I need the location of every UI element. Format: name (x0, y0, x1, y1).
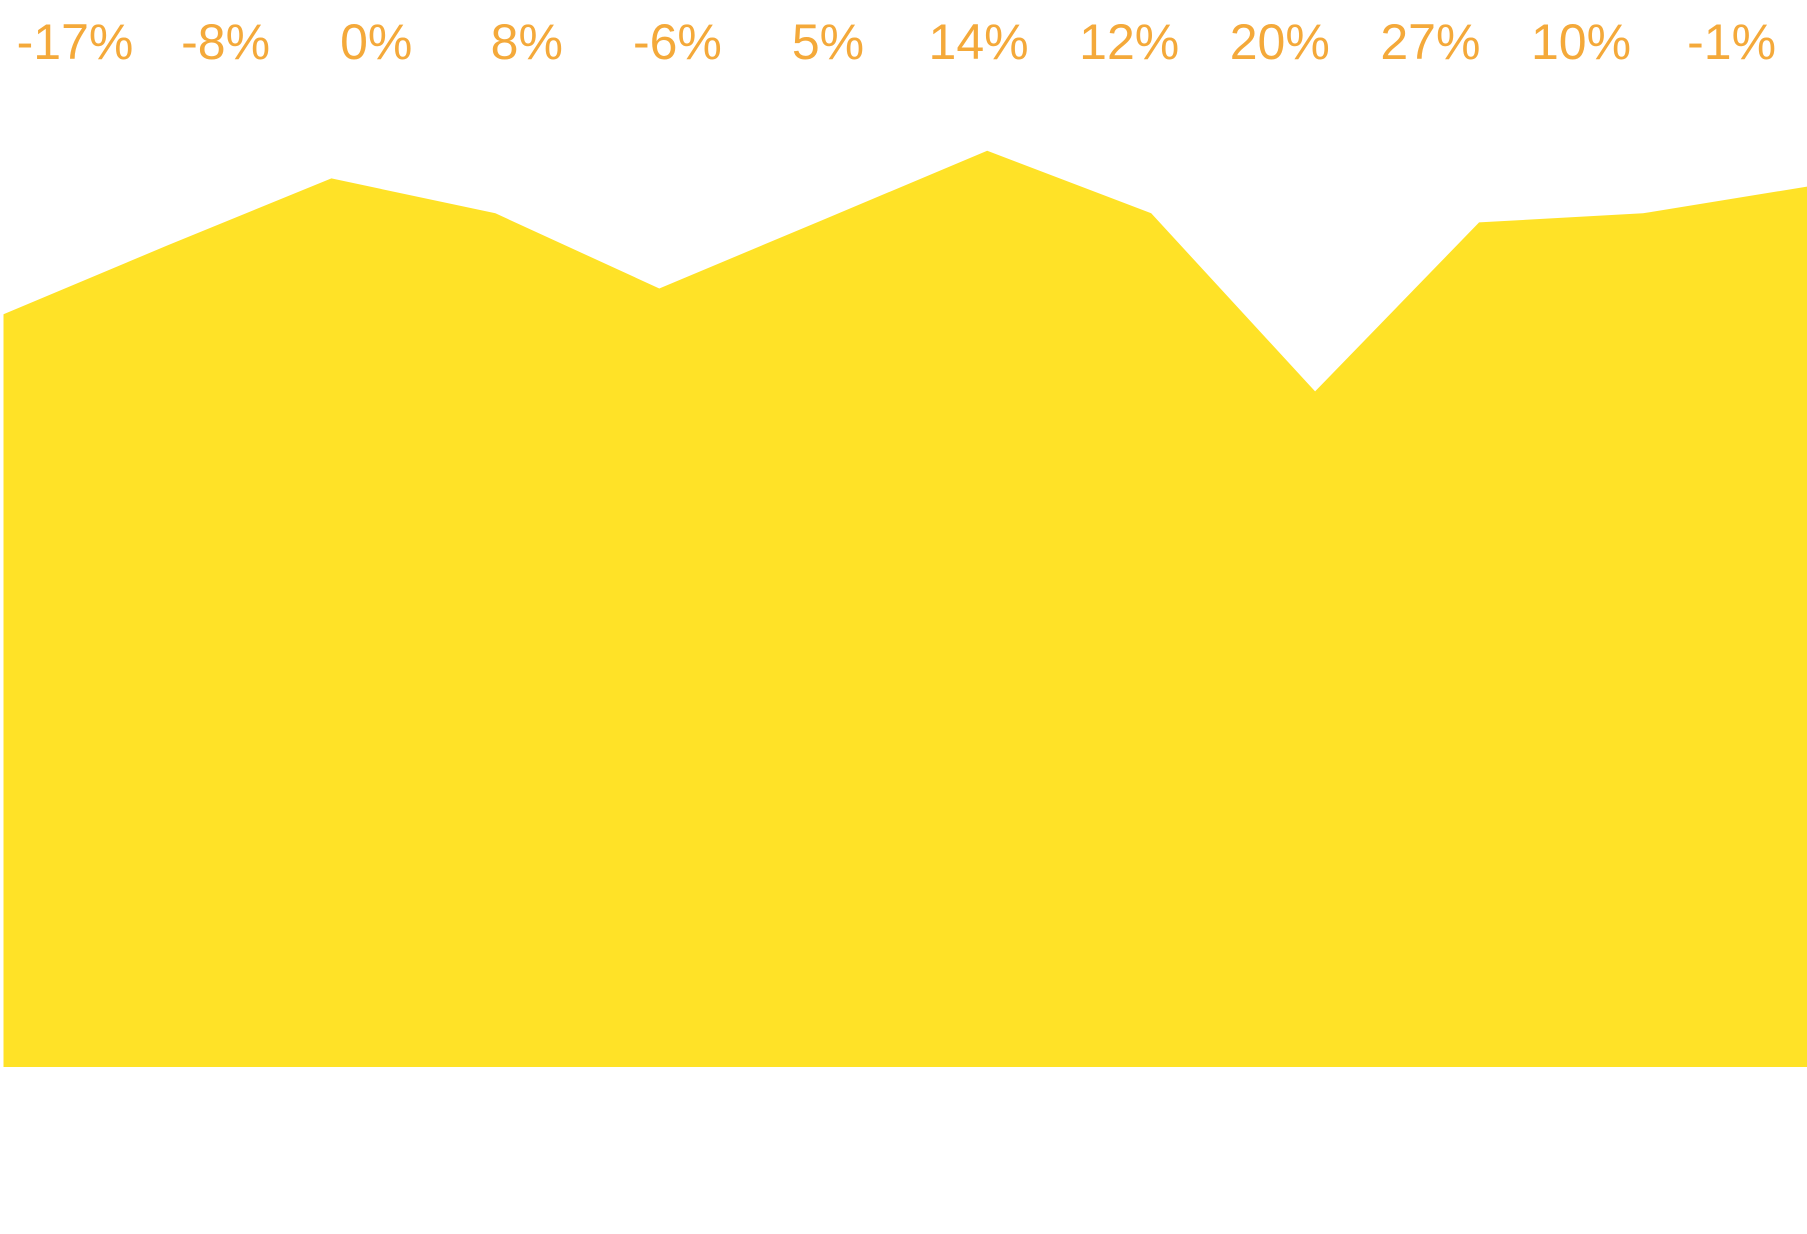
change-label: 20% (1230, 14, 1330, 70)
area (3, 150, 1807, 1068)
change-label: 5% (792, 14, 864, 70)
change-label: 27% (1380, 14, 1480, 70)
change-label: 14% (929, 14, 1029, 70)
change-label: -1% (1687, 14, 1776, 70)
change-label: -17% (17, 14, 134, 70)
change-label: 12% (1079, 14, 1179, 70)
change-label: -8% (181, 14, 270, 70)
change-label: 10% (1531, 14, 1631, 70)
change-label: 8% (491, 14, 563, 70)
change-label: 0% (340, 14, 412, 70)
change-label: -6% (633, 14, 722, 70)
